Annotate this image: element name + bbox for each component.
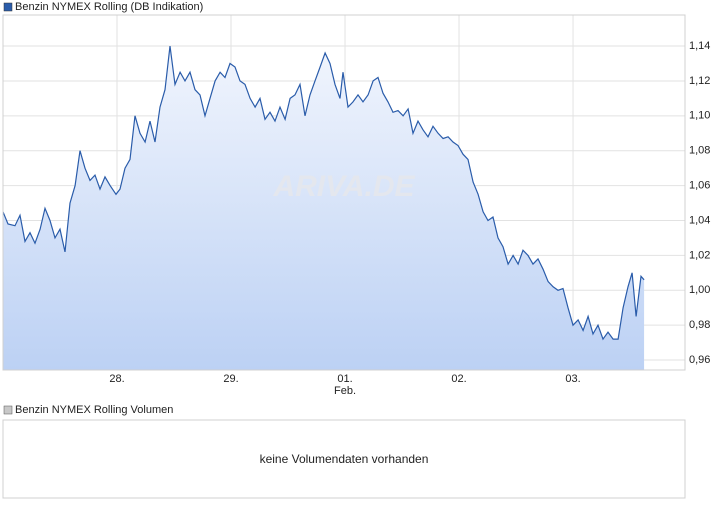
legend-swatch [3,2,13,12]
watermark: ARIVA.DE [272,170,415,203]
y-tick-label: 1,02 [689,249,710,261]
legend-swatch [3,405,13,415]
volume-legend-label: Benzin NYMEX Rolling Volumen [15,404,173,416]
y-tick-label: 1,00 [689,284,710,296]
line [2,46,645,341]
y-tick-label: 1,08 [689,145,710,157]
y-tick-label: 0,98 [689,319,710,331]
y-tick-label: 0,96 [689,354,710,366]
x-tick-label: 03. [565,373,580,385]
x-tick-label: 29. [223,373,238,385]
y-tick-label: 1,12 [689,75,710,87]
volume-frame [2,419,686,499]
y-tick-label: 1,14 [689,40,710,52]
volume-message: keine Volumendaten vorhanden [260,452,429,466]
legend-label: Benzin NYMEX Rolling (DB Indikation) [15,1,203,13]
plot-area [2,15,685,370]
y-tick-label: 1,04 [689,214,710,226]
x-sublabel: Feb. [334,385,356,397]
y-tick-label: 1,06 [689,180,710,192]
area [3,46,645,370]
x-tick-label: 01. [337,373,352,385]
x-tick-label: 28. [109,373,124,385]
x-tick-label: 02. [451,373,466,385]
plot-frame [2,14,686,371]
y-tick-label: 1,10 [689,110,710,122]
